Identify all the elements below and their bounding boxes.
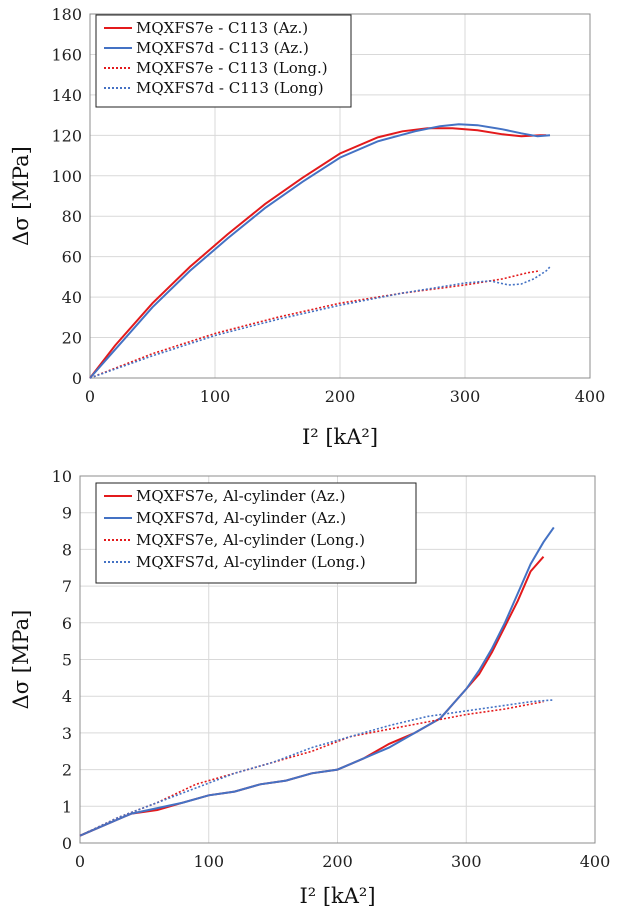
- legend-entry: MQXFS7d, Al-cylinder (Az.): [136, 509, 346, 527]
- y-tick-label: 2: [62, 761, 72, 780]
- legend-box: [95, 14, 352, 108]
- series-line-1: [89, 127, 547, 379]
- series-line-4: [79, 699, 554, 837]
- y-tick-label: 80: [62, 207, 82, 226]
- y-tick-label: 20: [62, 329, 82, 348]
- x-tick-label: 400: [575, 387, 606, 406]
- x-tick-label: 0: [75, 852, 85, 871]
- series-line-2: [79, 526, 555, 837]
- chart-2: 0 100 200 300 400 0 1 2 3 4 5 6 7 8 9 10 I² [kA²] Δσ [MPa…: [9, 467, 610, 908]
- legend-entry: MQXFS7d, Al-cylinder (Long.): [136, 553, 366, 571]
- legend-entry: MQXFS7e - C113 (Az.): [136, 19, 308, 37]
- x-tick-label: 100: [200, 387, 231, 406]
- y-tick-label: 60: [62, 248, 82, 267]
- y-tick-label: 180: [51, 5, 82, 24]
- y-tick-label: 120: [51, 126, 82, 145]
- legend-box: [95, 482, 417, 584]
- x-axis-title: I² [kA²]: [302, 425, 378, 449]
- legend-entry: MQXFS7e, Al-cylinder (Az.): [136, 487, 345, 505]
- legend-entry: MQXFS7e - C113 (Long.): [136, 59, 328, 77]
- y-tick-label: 40: [62, 288, 82, 307]
- x-axis-title: I² [kA²]: [299, 884, 375, 908]
- y-tick-label: 9: [62, 504, 72, 523]
- series-line-4: [89, 266, 551, 379]
- y-tick-label: 1: [62, 797, 72, 816]
- y-tick-label: 10: [52, 467, 72, 486]
- x-tick-label: 300: [451, 852, 482, 871]
- chart-1: 0 100 200 300 400 0 20 40 60 80 100 120 140 160 180 I² …: [9, 5, 605, 449]
- plot-frame: [89, 13, 591, 379]
- series-line-3: [79, 700, 544, 837]
- x-tick-label: 200: [322, 852, 353, 871]
- x-tick-label: 0: [85, 387, 95, 406]
- y-tick-label: 100: [51, 167, 82, 186]
- y-tick-label: 5: [62, 651, 72, 670]
- series-line-3: [89, 270, 541, 379]
- legend: MQXFS7e - C113 (Az.) MQXFS7d - C113 (Az.)…: [95, 14, 352, 108]
- x-tick-label: 200: [325, 387, 356, 406]
- y-tick-label: 160: [51, 45, 82, 64]
- x-tick-label: 400: [580, 852, 611, 871]
- y-tick-label: 7: [62, 577, 72, 596]
- y-tick-label: 6: [62, 614, 72, 633]
- y-tick-label: 3: [62, 724, 72, 743]
- series-line-2: [89, 123, 551, 379]
- legend: MQXFS7e, Al-cylinder (Az.) MQXFS7d, Al-cy…: [95, 482, 417, 584]
- legend-entry: MQXFS7e, Al-cylinder (Long.): [136, 531, 365, 549]
- y-tick-label: 140: [51, 86, 82, 105]
- y-tick-label: 4: [62, 687, 72, 706]
- x-tick-label: 300: [450, 387, 481, 406]
- legend-entry: MQXFS7d - C113 (Long): [136, 79, 324, 97]
- y-tick-label: 0: [62, 834, 72, 853]
- plot-frame: [79, 475, 596, 844]
- y-tick-label: 8: [62, 540, 72, 559]
- y-tick-label: 0: [72, 369, 82, 388]
- x-tick-label: 100: [193, 852, 224, 871]
- legend-entry: MQXFS7d - C113 (Az.): [136, 39, 309, 57]
- y-axis-title: Δσ [MPa]: [9, 146, 33, 246]
- y-axis-title: Δσ [MPa]: [9, 610, 33, 710]
